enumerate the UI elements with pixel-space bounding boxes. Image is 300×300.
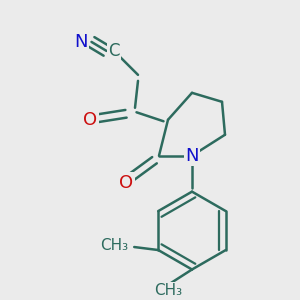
Text: O: O — [119, 174, 133, 192]
Text: N: N — [74, 33, 88, 51]
Text: O: O — [83, 111, 97, 129]
Text: CH₃: CH₃ — [100, 238, 128, 253]
Text: N: N — [185, 147, 199, 165]
Text: C: C — [108, 42, 120, 60]
Text: CH₃: CH₃ — [154, 283, 182, 298]
